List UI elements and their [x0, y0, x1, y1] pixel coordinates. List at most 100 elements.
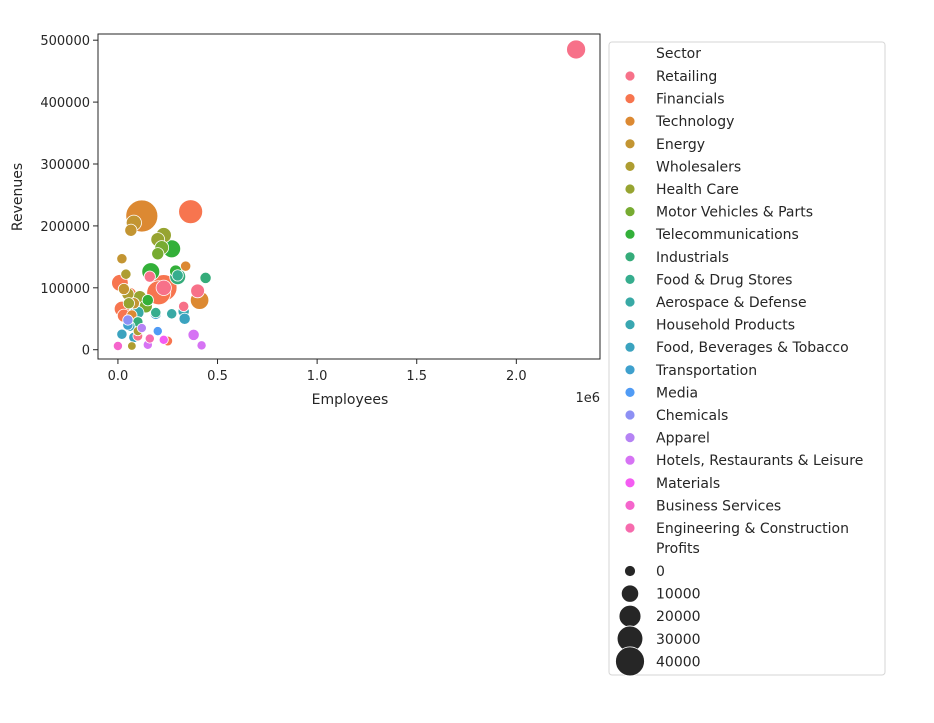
legend-sector-label: Energy: [656, 137, 705, 153]
legend-sector-marker: [624, 296, 636, 308]
legend-sector-label: Transportation: [655, 363, 757, 379]
scatter-point: [144, 333, 155, 344]
legend-sector-marker: [624, 409, 636, 421]
legend-size-label: 0: [656, 564, 665, 580]
y-tick-label: 400000: [40, 96, 90, 111]
legend-sector-label: Chemicals: [656, 408, 728, 424]
legend-size-marker: [615, 646, 645, 677]
scatter-point: [116, 328, 128, 340]
scatter-point: [171, 269, 184, 282]
scatter-point: [190, 283, 205, 299]
legend-hue-title: Sector: [656, 46, 701, 62]
legend-size-label: 20000: [656, 609, 701, 625]
legend-sector-label: Technology: [655, 114, 734, 130]
y-axis-title: Revenues: [10, 163, 26, 231]
scatter-point: [117, 282, 130, 296]
legend-sector-marker: [624, 432, 636, 444]
legend-sector-label: Materials: [656, 476, 720, 492]
scatter-point: [152, 326, 163, 337]
legend-sector-label: Hotels, Restaurants & Leisure: [656, 453, 863, 469]
x-tick-label: 0.0: [108, 369, 129, 384]
scatter-point: [150, 307, 162, 319]
scatter-point: [141, 294, 154, 307]
legend-size-label: 40000: [656, 654, 701, 670]
legend-size-label: 10000: [656, 587, 701, 603]
legend: Sector Retailing Financials Technology Ener…: [608, 41, 886, 677]
legend-sector-marker: [624, 386, 636, 398]
scatter-point: [166, 308, 178, 320]
legend-sector-label: Food, Beverages & Tobacco: [656, 340, 849, 356]
legend-sector-marker: [624, 115, 636, 127]
legend-sector-label: Wholesalers: [656, 159, 741, 175]
scatter-point: [178, 199, 204, 225]
x-tick-label: 1.0: [307, 369, 328, 384]
legend-sector-marker: [624, 183, 636, 195]
legend-sector-marker: [624, 454, 636, 466]
scatter-point: [196, 340, 207, 351]
legend-sector-label: Telecommunications: [655, 227, 799, 243]
legend-sector-label: Motor Vehicles & Parts: [656, 205, 813, 221]
legend-sector-marker: [624, 319, 636, 331]
y-tick-label: 0: [82, 344, 90, 359]
legend-sector-label: Business Services: [656, 498, 781, 514]
scatter-point: [158, 334, 169, 345]
scatter-point: [155, 279, 172, 296]
legend-sector-label: Financials: [656, 92, 725, 108]
legend-sector-marker: [624, 499, 636, 511]
legend-sector-label: Industrials: [656, 250, 729, 266]
plot-frame: [97, 33, 601, 360]
legend-sector-label: Aerospace & Defense: [656, 295, 807, 311]
scatter-point: [180, 260, 192, 272]
scatter-point: [120, 268, 132, 280]
legend-sector-label: Media: [656, 385, 698, 401]
y-tick-label: 500000: [40, 34, 90, 49]
x-axis-offset-label: 1e6: [575, 391, 600, 406]
legend-sector-label: Food & Drug Stores: [656, 272, 792, 288]
legend-sector-marker: [624, 251, 636, 263]
scatter-point: [566, 39, 587, 60]
scatter-point: [187, 328, 200, 341]
legend-frame: [608, 41, 886, 676]
x-tick-label: 2.0: [506, 369, 527, 384]
scatter-point: [122, 297, 135, 310]
scatter-point: [143, 270, 156, 283]
legend-sector-label: Retailing: [656, 69, 717, 85]
legend-sector-marker: [624, 273, 636, 285]
legend-sector-label: Household Products: [656, 318, 795, 334]
legend-sector-entries: Retailing Financials Technology Energy Whole…: [624, 69, 863, 537]
scatter-point: [127, 341, 137, 351]
scatter-point: [151, 247, 165, 261]
legend-sector-marker: [624, 206, 636, 218]
x-axis-title: Employees: [312, 392, 389, 408]
y-tick-label: 200000: [40, 220, 90, 235]
legend-sector-label: Engineering & Construction: [656, 521, 849, 537]
legend-size-entries: 0 10000 20000 30000 40000: [615, 564, 701, 677]
legend-sector-marker: [624, 70, 636, 82]
legend-sector-marker: [624, 364, 636, 376]
y-tick-label: 100000: [40, 282, 90, 297]
scatter-point: [178, 300, 190, 312]
legend-size-marker: [618, 604, 642, 628]
legend-sector-marker: [624, 138, 636, 150]
legend-size-label: 30000: [656, 632, 701, 648]
y-tick-label: 300000: [40, 158, 90, 173]
legend-sector-marker: [624, 522, 636, 534]
scatter-point: [116, 253, 128, 265]
scatter-point: [178, 312, 191, 325]
legend-sector-label: Apparel: [656, 431, 710, 447]
x-axis: 0.0 0.5 1.0 1.5 2.0: [108, 359, 527, 384]
legend-sector-marker: [624, 228, 636, 240]
scatter-point: [136, 323, 147, 334]
scatter-points: [111, 39, 587, 352]
x-tick-label: 1.5: [406, 369, 427, 384]
legend-size-marker: [624, 565, 636, 577]
legend-sector-label: Health Care: [656, 182, 739, 198]
legend-size-marker: [620, 584, 640, 603]
scatter-point: [199, 271, 212, 284]
scatter-point: [112, 340, 123, 352]
legend-sector-marker: [624, 93, 636, 104]
y-axis: 0 100000 200000 300000 400000 500000: [40, 34, 98, 359]
legend-sector-marker: [624, 341, 636, 353]
legend-sector-marker: [624, 477, 636, 489]
